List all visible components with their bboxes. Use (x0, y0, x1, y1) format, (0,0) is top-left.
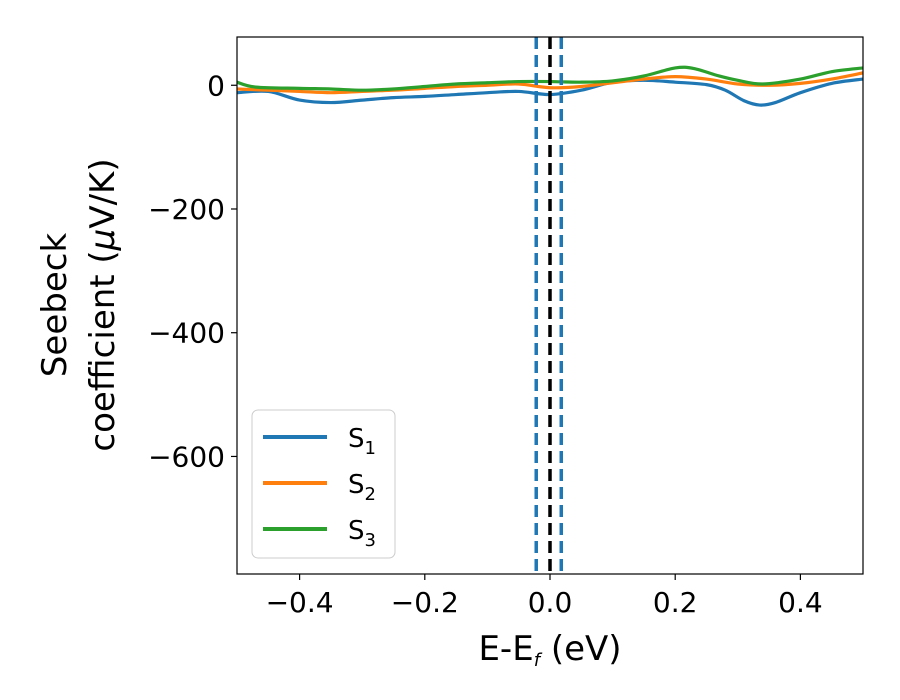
y-tick-label: −400 (148, 317, 225, 350)
y-tick-label: −600 (148, 440, 225, 473)
legend-label-s2: S2 (348, 470, 376, 505)
x-tick-label: 0.4 (778, 586, 823, 619)
x-tick-label: 0.2 (653, 586, 698, 619)
x-axis-label: E-Ef (eV) (478, 629, 621, 671)
y-axis-label-line1: Seebeck (35, 233, 75, 378)
y-tick-label: −200 (148, 193, 225, 226)
y-axis-label: Seebeck coefficient (μV/K) (35, 158, 123, 451)
legend-label-s1: S1 (348, 424, 376, 459)
x-tick-label: 0.0 (528, 586, 573, 619)
series-line-s3 (237, 65, 863, 92)
y-axis-label-line2: coefficient (μV/K) (83, 158, 123, 451)
legend-label-s3: S3 (348, 516, 376, 551)
x-tick-label: −0.2 (391, 586, 459, 619)
series-line-s1 (237, 77, 863, 107)
y-tick-label: 0 (207, 69, 225, 102)
x-axis: −0.4 −0.2 0.0 0.2 0.4 (266, 574, 823, 619)
plot-area (237, 65, 863, 107)
reference-lines (534, 37, 564, 574)
legend: S1 S2 S3 (251, 409, 396, 559)
x-tick-label: −0.4 (266, 586, 334, 619)
y-axis: 0 −200 −400 −600 (148, 69, 237, 473)
